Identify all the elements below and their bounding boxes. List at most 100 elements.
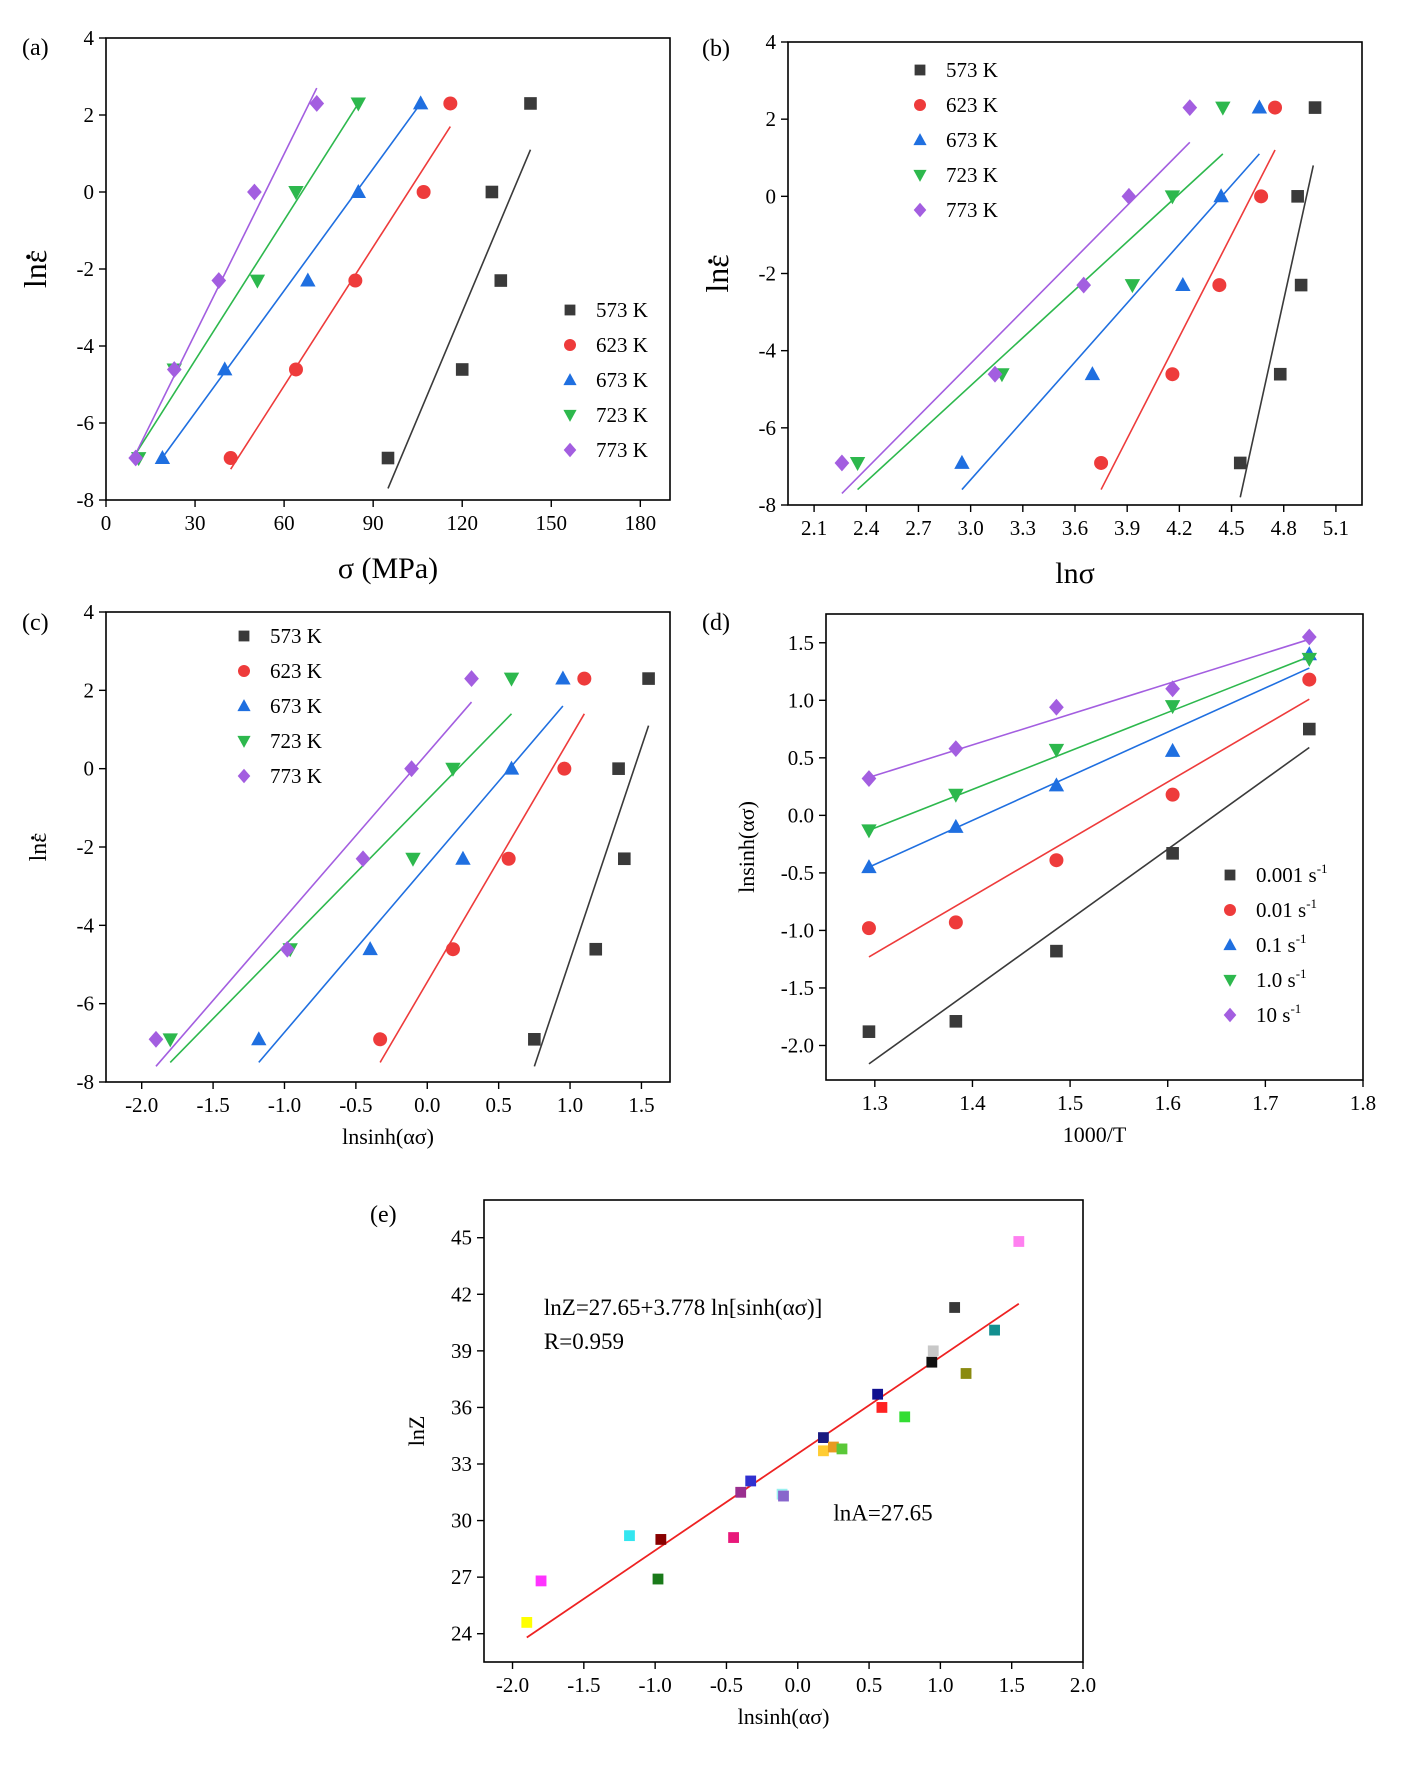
data-point <box>528 1033 541 1046</box>
data-point <box>861 921 876 936</box>
data-point <box>1308 101 1322 114</box>
y-tick-label: -8 <box>759 493 777 517</box>
data-point <box>445 762 461 777</box>
chart-b: 2.1 2.4 2.7 3.0 3.3 3.6 3.9 4.2 4.5 4.8 5.1 -8 -6 -4 -… <box>699 30 1363 590</box>
x-tick-label: 0.5 <box>486 1093 512 1117</box>
y-tick-label: -4 <box>77 334 95 358</box>
data-point <box>412 95 429 110</box>
y-tick-label: 4 <box>766 30 777 54</box>
y-tick-label: 4 <box>84 600 95 624</box>
x-tick-label: 2.4 <box>853 516 880 540</box>
x-tick-label: 1.3 <box>862 1091 888 1115</box>
data-point <box>1048 743 1065 758</box>
intercept-label: lnA=27.65 <box>833 1501 932 1526</box>
data-point <box>557 761 572 776</box>
fit-line <box>169 713 513 1063</box>
data-point <box>834 454 850 472</box>
y-tick-label: -0.5 <box>781 861 814 885</box>
y-tick-label: 2 <box>84 103 95 127</box>
legend-marker <box>913 202 927 218</box>
data-point <box>503 672 520 687</box>
legend-label: 773 K <box>596 438 648 462</box>
legend-label: 573 K <box>270 624 322 648</box>
data-point <box>300 272 316 287</box>
data-point <box>1182 99 1198 116</box>
data-point <box>1084 366 1101 381</box>
legend-marker <box>1223 974 1237 987</box>
data-point <box>861 859 877 874</box>
legend-label: 623 K <box>270 659 322 683</box>
data-point <box>849 456 866 471</box>
legend-marker <box>913 133 927 146</box>
legend-label: 773 K <box>946 198 998 222</box>
data-point <box>1165 680 1180 698</box>
data-point <box>494 274 508 287</box>
y-tick-label: 45 <box>451 1226 472 1250</box>
legend-label: 723 K <box>596 403 648 427</box>
y-tick-label: 30 <box>451 1509 472 1533</box>
data-point <box>166 361 182 378</box>
x-tick-label: 3.6 <box>1062 516 1088 540</box>
data-point <box>655 1534 667 1545</box>
x-tick-label: 60 <box>274 511 295 535</box>
y-tick-label: 1.5 <box>788 631 814 655</box>
legend-label: 623 K <box>596 333 648 357</box>
panel-label: (e) <box>370 1202 397 1228</box>
x-tick-label: 0.0 <box>785 1673 811 1697</box>
x-tick-label: 1.5 <box>628 1093 654 1117</box>
y-tick-label: 36 <box>451 1395 472 1419</box>
data-point <box>381 451 395 465</box>
x-axis-label: lnsinh(ασ) <box>738 1704 830 1729</box>
data-point <box>987 365 1003 383</box>
data-point <box>862 1025 876 1038</box>
y-tick-label: 0 <box>84 180 95 204</box>
x-tick-label: -1.0 <box>268 1093 301 1117</box>
fit-line <box>857 153 1224 491</box>
data-point <box>960 1368 972 1379</box>
x-tick-label: 4.2 <box>1166 516 1192 540</box>
x-tick-label: -1.0 <box>639 1673 672 1697</box>
data-point <box>1166 847 1179 860</box>
legend-marker <box>914 99 926 111</box>
y-tick-label: 1.0 <box>788 688 814 712</box>
y-axis-label: lnε <box>17 250 53 288</box>
x-tick-label: 2.0 <box>1070 1673 1096 1697</box>
data-point <box>1048 777 1065 792</box>
legend-superscript: -1 <box>1317 861 1328 876</box>
x-tick-label: 3.3 <box>1010 516 1036 540</box>
data-point <box>501 851 516 866</box>
chart-e: -2.0 -1.5 -1.0 -0.5 0.0 0.5 1.0 1.5 2.0 24 27 30 33 3… <box>370 1199 1096 1729</box>
data-point <box>445 942 460 957</box>
x-tick-label: 1.4 <box>959 1091 986 1115</box>
y-tick-label: -4 <box>759 339 777 363</box>
data-point <box>1165 787 1180 802</box>
y-tick-label: 0.5 <box>788 746 814 770</box>
data-point <box>555 670 571 685</box>
plot-frame <box>825 613 1364 1081</box>
data-point <box>778 1490 789 1502</box>
panel-label: (a) <box>22 35 49 61</box>
data-point <box>926 1356 938 1368</box>
x-axis-label: 1000/T <box>1063 1122 1127 1147</box>
legend-label: 673 K <box>946 128 998 152</box>
data-point <box>861 824 877 839</box>
y-tick-label: 24 <box>451 1622 473 1646</box>
data-point <box>1301 652 1317 667</box>
y-tick-label: -2.0 <box>781 1033 814 1057</box>
y-tick-label: 4 <box>84 26 95 50</box>
legend-label: 573 K <box>946 58 998 82</box>
y-tick-label: -8 <box>77 488 95 512</box>
data-point <box>1094 455 1109 470</box>
y-tick-label: 42 <box>451 1282 472 1306</box>
y-tick-label: 2 <box>766 107 777 131</box>
legend-label: 573 K <box>596 298 648 322</box>
equation-label: lnZ=27.65+3.778 ln[sinh(ασ)] <box>544 1295 822 1320</box>
legend-label: 723 K <box>946 163 998 187</box>
data-point <box>745 1475 757 1487</box>
x-tick-label: 2.1 <box>801 516 827 540</box>
data-point <box>1049 698 1064 716</box>
fit-line <box>1239 165 1315 498</box>
x-tick-label: 4.5 <box>1218 516 1244 540</box>
chart-a: 0 30 60 90 120 150 180 -8 -6 -4 -2 0 2 4 σ (MPa) lnε (a)… <box>17 26 671 585</box>
